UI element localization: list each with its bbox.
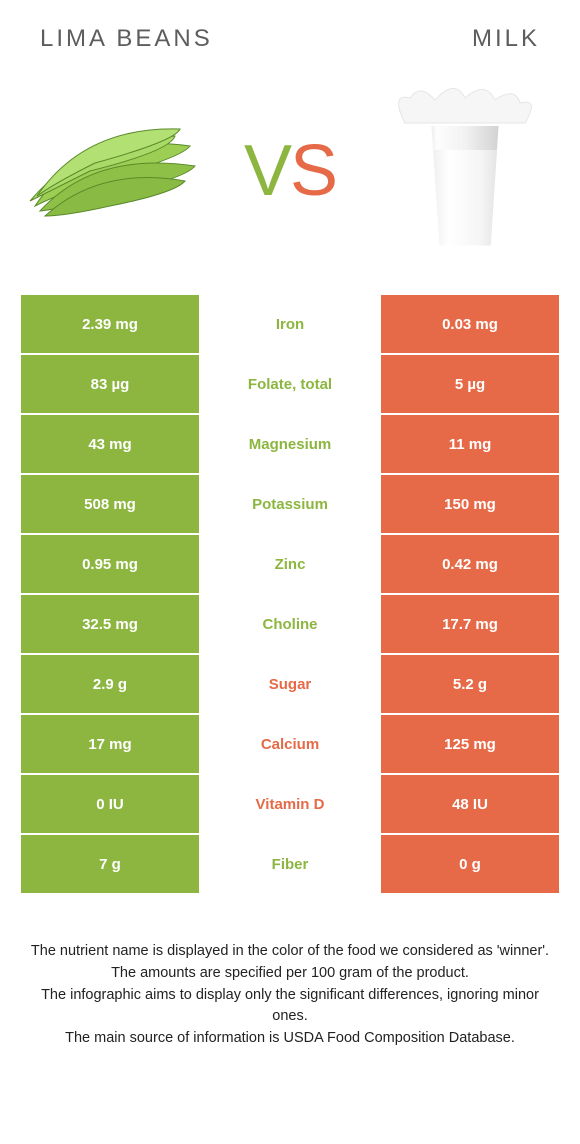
nutrient-label-cell: Potassium [199,475,379,533]
vs-letter-s: S [290,131,336,211]
lima-beans-image [20,86,210,256]
table-row: 508 mgPotassium150 mg [21,473,559,533]
right-value-cell: 17.7 mg [379,595,559,653]
left-value-cell: 2.39 mg [21,295,199,353]
vs-label: VS [244,130,336,212]
table-row: 43 mgMagnesium11 mg [21,413,559,473]
right-value-cell: 5.2 g [379,655,559,713]
vs-letter-v: V [244,131,290,211]
left-value-cell: 508 mg [21,475,199,533]
table-row: 0.95 mgZinc0.42 mg [21,533,559,593]
table-row: 32.5 mgCholine17.7 mg [21,593,559,653]
footer-line: The infographic aims to display only the… [30,985,550,1029]
table-row: 0 IUVitamin D48 IU [21,773,559,833]
left-value-cell: 43 mg [21,415,199,473]
right-value-cell: 125 mg [379,715,559,773]
left-value-cell: 0 IU [21,775,199,833]
right-value-cell: 11 mg [379,415,559,473]
table-row: 83 µgFolate, total5 µg [21,353,559,413]
nutrient-label-cell: Iron [199,295,379,353]
milk-image [370,86,560,256]
footer-line: The main source of information is USDA F… [30,1028,550,1050]
right-value-cell: 48 IU [379,775,559,833]
right-value-cell: 150 mg [379,475,559,533]
nutrient-label-cell: Fiber [199,835,379,893]
nutrient-label-cell: Calcium [199,715,379,773]
left-value-cell: 2.9 g [21,655,199,713]
right-value-cell: 0.42 mg [379,535,559,593]
green-beans-icon [25,111,205,231]
right-value-cell: 0 g [379,835,559,893]
left-value-cell: 7 g [21,835,199,893]
right-food-title: MILK [472,25,540,53]
right-value-cell: 5 µg [379,355,559,413]
table-row: 17 mgCalcium125 mg [21,713,559,773]
titles-row: LIMA BEANS MILK [10,20,570,63]
table-row: 7 gFiber0 g [21,833,559,893]
milk-splash-icon [385,78,545,133]
footer-line: The nutrient name is displayed in the co… [30,941,550,963]
left-value-cell: 83 µg [21,355,199,413]
table-row: 2.39 mgIron0.03 mg [21,293,559,353]
hero-row: VS [10,63,570,293]
nutrient-label-cell: Sugar [199,655,379,713]
footer-line: The amounts are specified per 100 gram o… [30,963,550,985]
nutrient-label-cell: Zinc [199,535,379,593]
left-value-cell: 0.95 mg [21,535,199,593]
right-value-cell: 0.03 mg [379,295,559,353]
left-value-cell: 17 mg [21,715,199,773]
footer-notes: The nutrient name is displayed in the co… [10,893,570,1050]
nutrient-label-cell: Folate, total [199,355,379,413]
nutrient-label-cell: Choline [199,595,379,653]
milk-glass-icon [410,96,520,246]
left-value-cell: 32.5 mg [21,595,199,653]
nutrient-comparison-table: 2.39 mgIron0.03 mg83 µgFolate, total5 µg… [21,293,559,893]
table-row: 2.9 gSugar5.2 g [21,653,559,713]
nutrient-label-cell: Vitamin D [199,775,379,833]
nutrient-label-cell: Magnesium [199,415,379,473]
left-food-title: LIMA BEANS [40,25,213,53]
